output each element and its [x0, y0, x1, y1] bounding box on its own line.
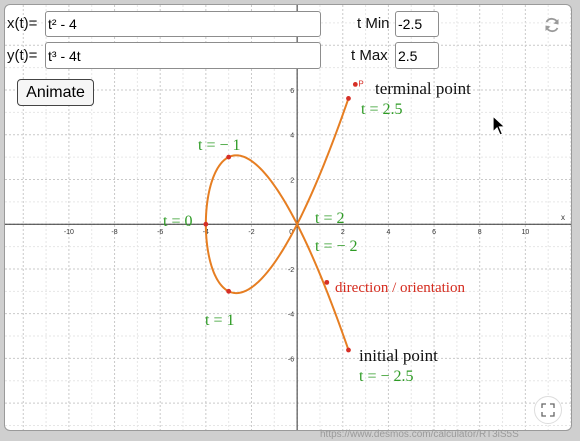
- t-neg1-label: t = − 1: [198, 137, 241, 154]
- point-p-label: P: [358, 79, 363, 88]
- mouse-cursor-icon: [492, 114, 508, 142]
- t-neg2-label: t = − 2: [315, 238, 358, 255]
- t-start-label: t = − 2.5: [359, 368, 414, 385]
- x-equation-label: x(t)=: [7, 15, 38, 32]
- curve-point: [226, 154, 232, 160]
- credit-text: https://www.desmos.com/calculator/RT3iS5…: [320, 429, 519, 440]
- reset-icon[interactable]: [541, 14, 563, 36]
- curve-point: [352, 82, 358, 87]
- x-tick-label: -6: [157, 229, 163, 236]
- y-tick-label: 2: [290, 177, 294, 184]
- t-min-label: t Min: [357, 15, 390, 32]
- x-tick-label: 4: [386, 229, 390, 236]
- curve-point: [346, 347, 351, 353]
- y-equation-label: y(t)=: [7, 47, 38, 64]
- x-equation-input[interactable]: [45, 11, 321, 37]
- x-tick-label: -2: [248, 229, 254, 236]
- y-equation-input[interactable]: [45, 42, 321, 69]
- y-tick-label: -6: [288, 356, 294, 363]
- t-two-label: t = 2: [315, 210, 344, 227]
- t-max-input[interactable]: [395, 42, 439, 69]
- curve-point: [346, 95, 351, 101]
- x-tick-label: -10: [64, 229, 74, 236]
- x-tick-label: 2: [341, 229, 345, 236]
- t-max-label: t Max: [351, 47, 388, 64]
- x-tick-label: 10: [521, 229, 529, 236]
- initial-point-label: initial point: [359, 346, 438, 365]
- x-tick-label: 8: [478, 229, 482, 236]
- t-end-label: t = 2.5: [361, 101, 402, 118]
- origin-tick-label: 0: [289, 229, 293, 236]
- t-min-input[interactable]: [395, 11, 439, 37]
- y-tick-label: -4: [288, 312, 294, 319]
- fullscreen-icon[interactable]: [534, 396, 562, 424]
- curve-point: [203, 221, 209, 227]
- y-tick-label: -2: [288, 267, 294, 274]
- curve-point: [226, 288, 232, 294]
- curve-point: [324, 279, 330, 285]
- t-one-label: t = 1: [205, 312, 234, 329]
- direction-label: direction / orientation: [335, 280, 465, 296]
- terminal-point-label: terminal point: [375, 79, 471, 98]
- y-tick-label: 4: [290, 133, 294, 140]
- x-axis-label: x: [561, 213, 565, 222]
- x-tick-label: 6: [432, 229, 436, 236]
- x-tick-label: -8: [111, 229, 117, 236]
- y-tick-label: 6: [290, 88, 294, 95]
- t-zero-label: t = 0: [163, 213, 192, 230]
- animate-button[interactable]: Animate: [17, 79, 94, 106]
